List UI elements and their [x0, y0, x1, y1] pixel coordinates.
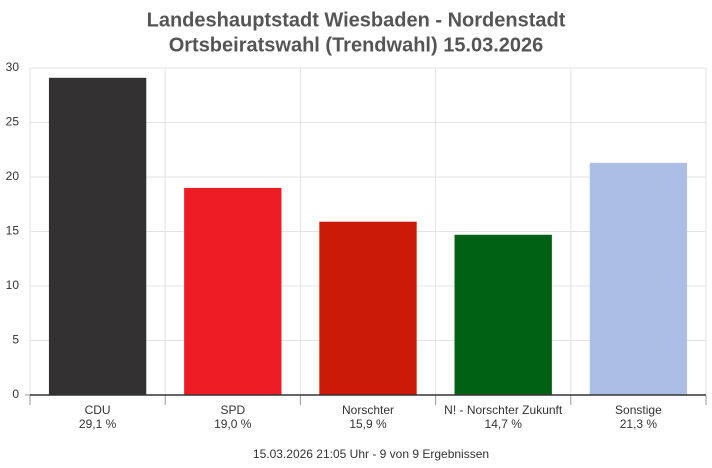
- y-tick-label: 15: [6, 224, 20, 238]
- value-label: 29,1 %: [79, 417, 117, 431]
- bar: [454, 234, 552, 395]
- x-tick-label: N! - Norschter Zukunft: [444, 403, 563, 417]
- y-tick-label: 0: [12, 387, 19, 401]
- value-label: 21,3 %: [620, 417, 658, 431]
- footer: 15.03.2026 21:05 Uhr - 9 von 9 Ergebniss…: [253, 447, 489, 461]
- value-label: 19,0 %: [214, 417, 252, 431]
- y-tick-label: 10: [6, 278, 20, 292]
- y-tick-label: 20: [6, 169, 20, 183]
- x-tick-label: Norschter: [342, 403, 394, 417]
- bar: [589, 162, 688, 395]
- y-tick-label: 5: [12, 333, 19, 347]
- chart-subtitle: Ortsbeiratswahl (Trendwahl) 15.03.2026: [169, 34, 544, 56]
- x-tick-label: CDU: [85, 403, 111, 417]
- value-label: 14,7 %: [485, 417, 523, 431]
- y-tick-label: 25: [6, 115, 20, 129]
- value-label: 15,9 %: [349, 417, 387, 431]
- bar: [319, 221, 417, 395]
- y-tick-label: 30: [6, 60, 20, 74]
- bar: [48, 77, 147, 395]
- x-tick-label: Sonstige: [615, 403, 662, 417]
- x-tick-label: SPD: [220, 403, 245, 417]
- bar: [184, 187, 282, 395]
- chart-title: Landeshauptstadt Wiesbaden - Nordenstadt: [147, 9, 566, 31]
